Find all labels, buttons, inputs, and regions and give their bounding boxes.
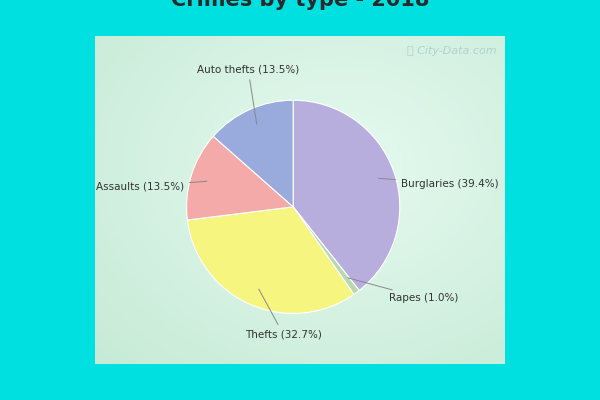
Text: Assaults (13.5%): Assaults (13.5%) bbox=[96, 181, 207, 191]
Wedge shape bbox=[187, 136, 293, 220]
Text: Rapes (1.0%): Rapes (1.0%) bbox=[348, 278, 458, 303]
Wedge shape bbox=[187, 207, 354, 314]
Text: Crimes by type - 2018: Crimes by type - 2018 bbox=[171, 0, 429, 10]
Wedge shape bbox=[293, 100, 400, 290]
Text: ⓘ City-Data.com: ⓘ City-Data.com bbox=[407, 46, 497, 56]
Wedge shape bbox=[293, 207, 359, 294]
Text: Auto thefts (13.5%): Auto thefts (13.5%) bbox=[197, 64, 299, 124]
Text: Thefts (32.7%): Thefts (32.7%) bbox=[245, 289, 322, 340]
Wedge shape bbox=[213, 100, 293, 207]
Text: Burglaries (39.4%): Burglaries (39.4%) bbox=[379, 178, 499, 189]
